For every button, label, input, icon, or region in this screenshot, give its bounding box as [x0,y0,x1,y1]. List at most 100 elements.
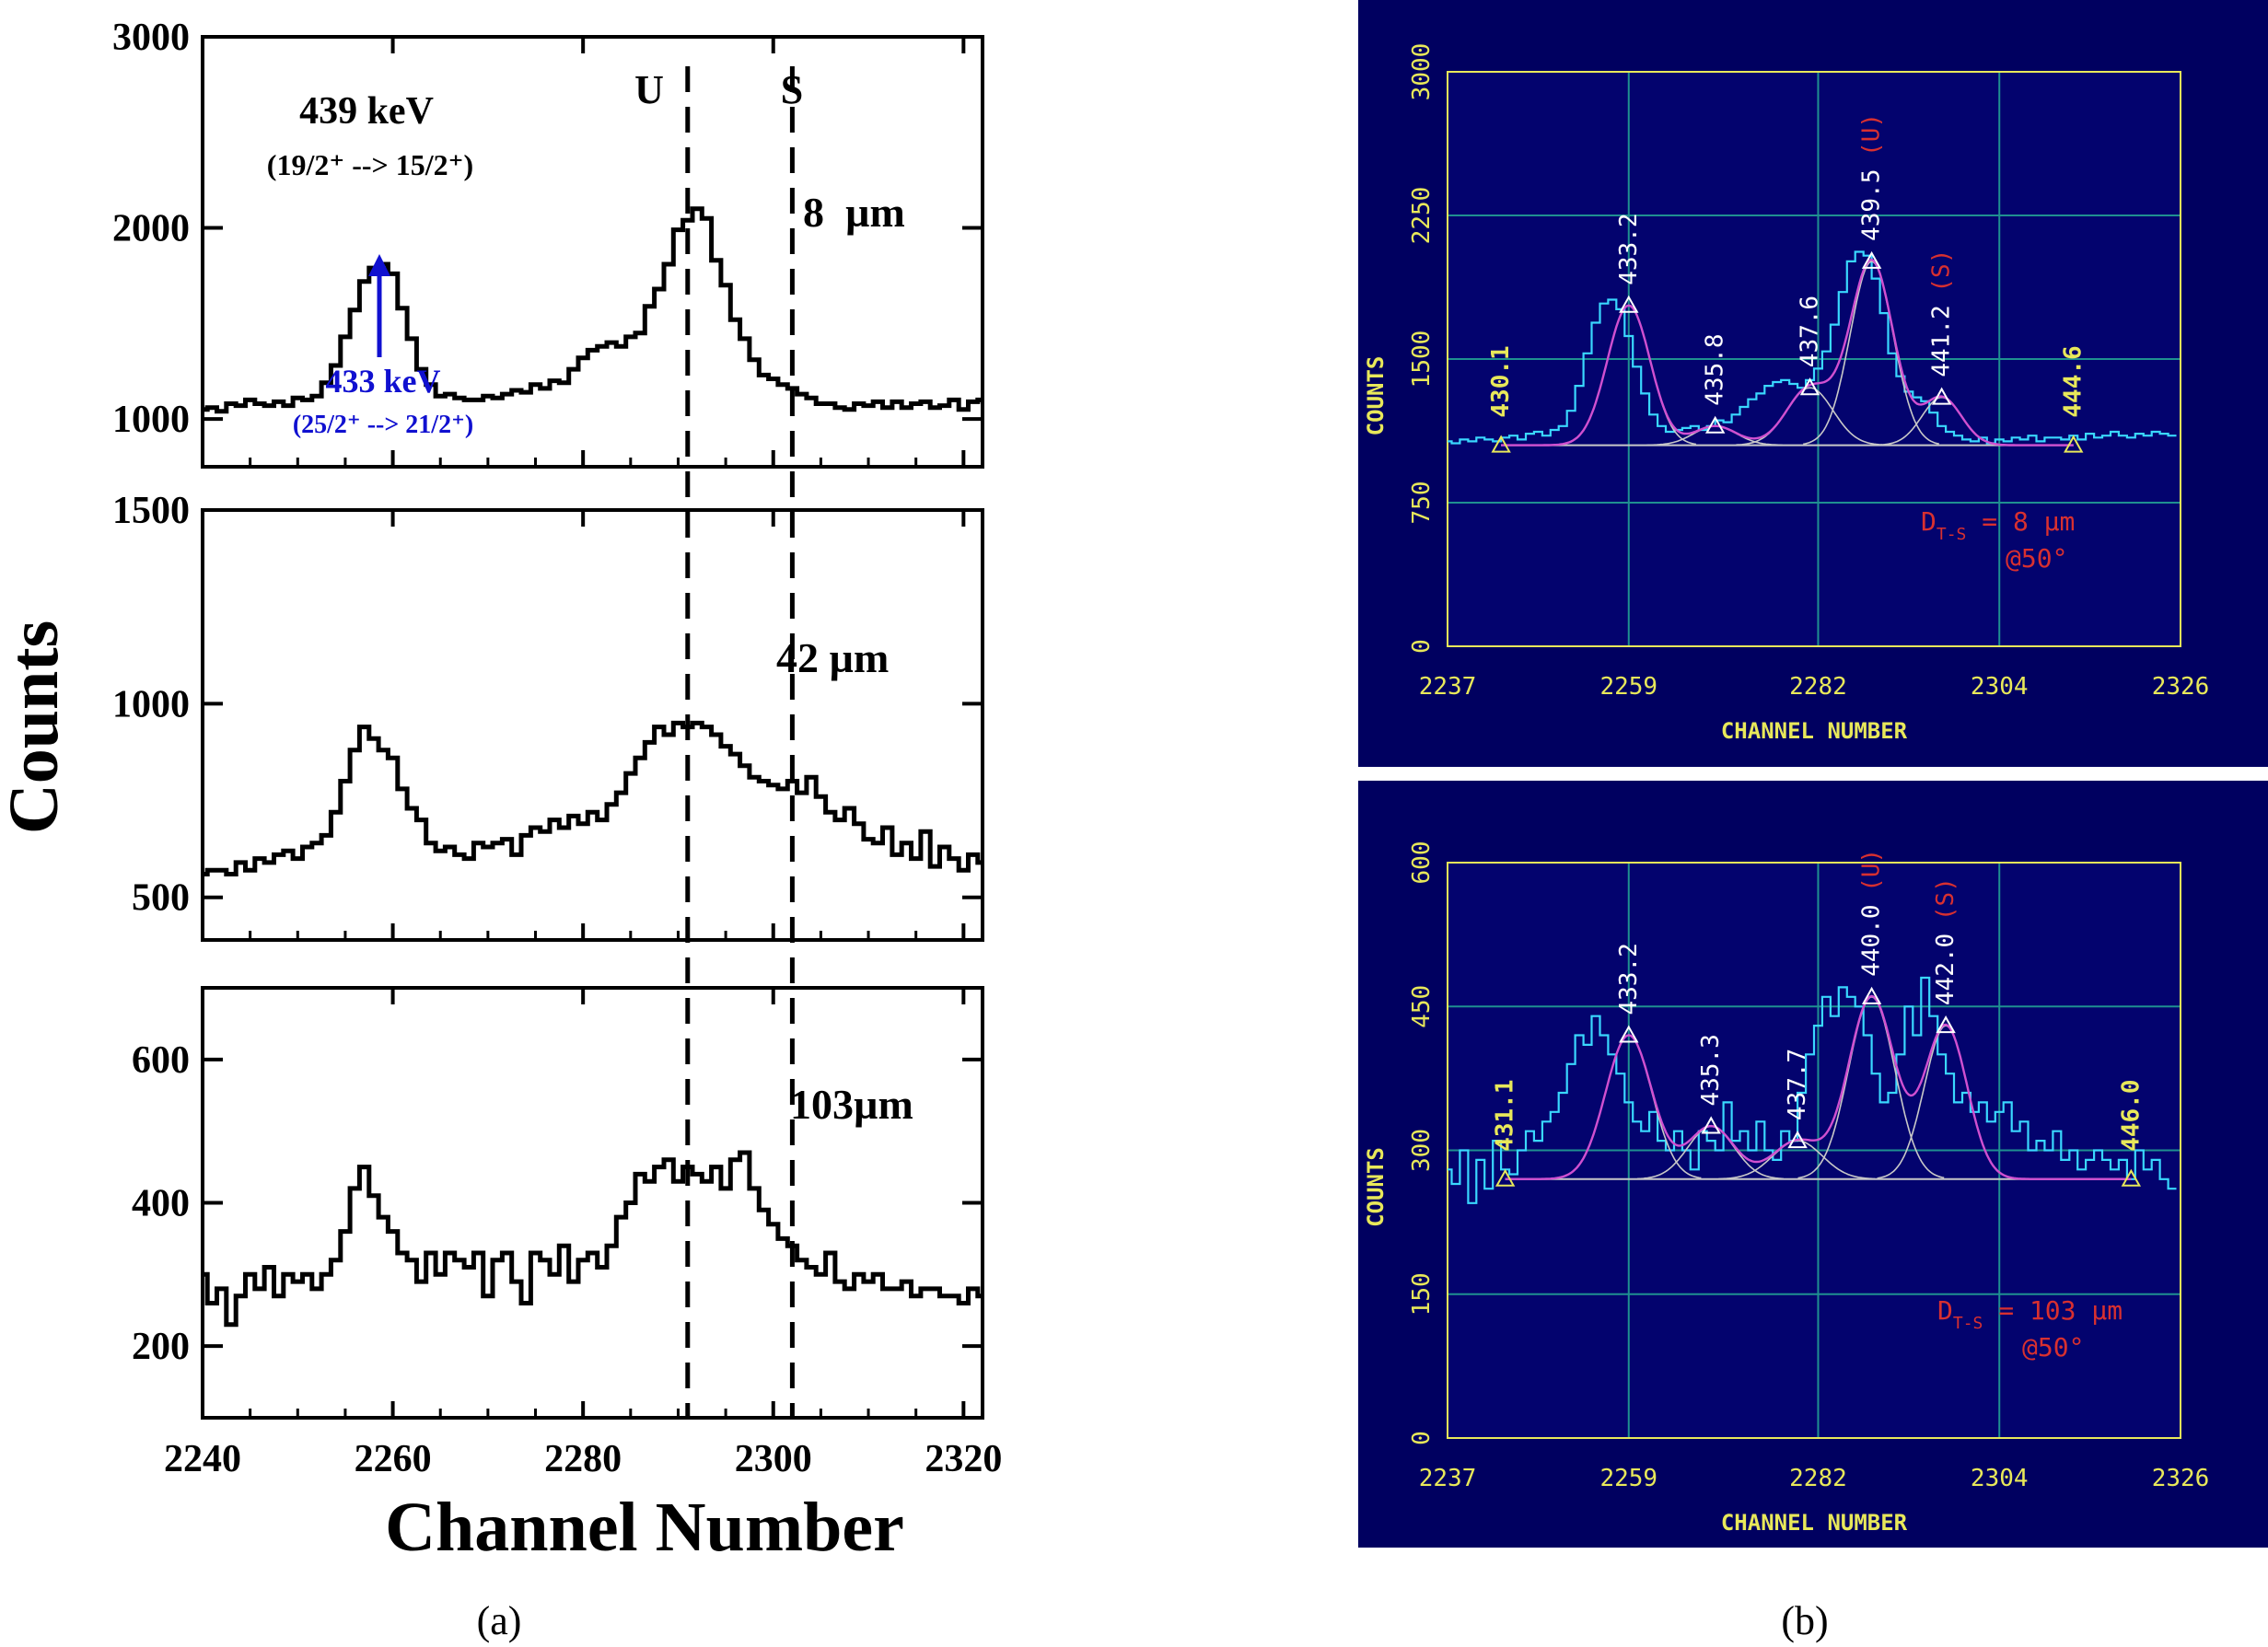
chart-b-xtick-label: 2326 [2152,1465,2210,1492]
peak-439-label: 439 keV [299,90,434,133]
chart-a-ytick-label: 1000 [112,683,190,725]
chart-b-peak-label: 441.2 [1928,305,1956,377]
chart-b-distance-value: = 103 µm [1983,1295,2123,1326]
chart-b-peak-marker [1861,986,1882,1004]
chart-a-frame-103um [201,986,984,1420]
chart-a-panel-label-103um: 103µm [790,1081,913,1128]
chart-a-spectra [204,206,981,1328]
chart-b-distance-subscript: T-S [1937,525,1967,544]
chart-b-limit-label: 446.0 [2117,1080,2145,1152]
chart-b-xtick-label: 2237 [1419,673,1477,701]
chart-b-xtick-label: 2259 [1599,1465,1657,1492]
chart-b-limit-label: 444.6 [2060,345,2088,417]
chart-a-ytick-label: 600 [132,1039,190,1082]
chart-b-peak-tag: (U) [1858,113,1886,157]
chart-b-xlabel: CHANNEL NUMBER [1721,718,1908,744]
chart-b-peak-label: 437.6 [1797,296,1824,367]
chart-a-ytick-label: 200 [132,1326,190,1368]
chart-b-xtick-label: 2282 [1789,673,1847,701]
chart-b-peak-label: 439.5 [1858,169,1886,241]
chart-b-peak-marker [1704,415,1726,434]
chart-b-frame [1447,71,2181,647]
marker-label-s: S [781,67,803,112]
chart-a-xtick-label: 2280 [544,1438,622,1480]
chart-a-panel-label-8um: 8 µm [803,189,905,236]
chart-b-ytick-label: 750 [1408,481,1436,525]
chart-b-distance-symbol: D [1937,1295,1953,1326]
chart-b-ytick-label: 300 [1408,1129,1436,1172]
chart-a-xtick-label: 2300 [735,1438,812,1480]
chart-b-peak-marker [1799,377,1820,396]
chart-b-ytick-label: 3000 [1408,43,1436,101]
peak-433-label: 433 keV [326,363,441,400]
chart-b-limit-label: 431.1 [1492,1080,1519,1152]
chart-b-peak-tag: (U) [1858,849,1886,892]
chart-b-ylabel: COUNTS [1363,1147,1389,1227]
chart-b-distance-annotation: DT-S = 8 µm [1921,506,2075,544]
chart-b-peak-label: 435.8 [1702,334,1729,406]
chart-b-fit-total [1505,994,2132,1180]
chart-b-distance-annotation: DT-S = 103 µm [1937,1295,2123,1333]
chart-a-ytick-label: 2000 [112,208,190,250]
chart-b-peak-tag: (S) [1932,877,1960,921]
chart-b-xtick-label: 2259 [1599,673,1657,701]
chart-a-ytick-label: 1000 [112,399,190,441]
chart-b-xlabel: CHANNEL NUMBER [1721,1510,1908,1536]
chart-b-peak-marker [1619,295,1639,313]
chart-a-ytick-label: 3000 [112,17,190,59]
chart-a-ytick-label: 500 [132,877,190,920]
chart-a-ylabel: Counts [0,621,73,834]
chart-a-xtick-label: 2240 [164,1438,241,1480]
chart-a-ytick-label: 400 [132,1183,190,1225]
chart-b-peak-label: 440.0 [1858,905,1886,977]
figure-label-b: (b) [1781,1598,1828,1643]
chart-b-fit-total [1501,258,2074,447]
chart-a-xtick-label: 2260 [355,1438,432,1480]
chart-b-peak-label: 435.3 [1697,1034,1725,1106]
chart-b-ytick-label: 600 [1408,841,1436,885]
chart-b-ytick-label: 0 [1408,1431,1436,1445]
chart-b-peak-label: 442.0 [1932,934,1960,1005]
figure-label-a: (a) [477,1598,522,1643]
chart-b-frame [1447,862,2181,1439]
chart-a-markers [685,66,795,1418]
chart-b-peak-marker [1619,1025,1639,1043]
chart-a-panel-label-42um: 42 µm [776,634,889,681]
chart-a-xtick-label: 2320 [925,1438,1002,1480]
chart-b-peak-marker [1787,1131,1808,1149]
chart-b-distance-symbol: D [1921,506,1937,537]
chart-b-peak-label: 433.2 [1615,943,1643,1015]
chart-b-ytick-label: 2250 [1408,187,1436,245]
peak-439-transition: (19/2⁺ --> 15/2⁺) [267,148,473,181]
chart-b-peak-marker [1931,387,1952,405]
chart-b-ytick-label: 0 [1408,639,1436,654]
chart-b-peak-tag: (S) [1928,249,1956,293]
chart-b-ytick-label: 1500 [1408,331,1436,389]
chart-b-ytick-label: 150 [1408,1272,1436,1316]
chart-b-angle-annotation: @50° [2006,543,2067,574]
chart-b-angle-annotation: @50° [2022,1332,2084,1363]
chart-b-limit-marker [2064,435,2084,453]
chart-b-limit-marker [1495,1168,1516,1187]
chart-b-ylabel: COUNTS [1363,356,1389,436]
chart-a-ticks: 1000 2000 3000 500 1000 1500 200 400 600 2240 2260… [112,17,1002,1480]
chart-a-frame-42um [201,508,984,942]
chart-b-limit-label: 430.1 [1487,345,1515,417]
peak-433-transition: (25/2⁺ --> 21/2⁺) [293,411,473,439]
chart-b-xtick-label: 2282 [1789,1465,1847,1492]
chart-a: 1000 2000 3000 500 1000 1500 200 400 600 2240 2260… [0,17,1002,1643]
chart-b-limit-marker [1491,435,1511,453]
chart-b-xtick-label: 2304 [1971,673,2029,701]
chart-b-peak-marker [1936,1015,1956,1034]
chart-a-spectrum-2 [204,1150,981,1328]
chart-b-distance-value: = 8 µm [1966,506,2075,537]
peak-433-arrowhead [368,254,390,276]
chart-b-xtick-label: 2237 [1419,1465,1477,1492]
marker-label-u: U [634,67,664,112]
chart-a-ytick-label: 1500 [112,490,190,532]
chart-b-peak-marker [1701,1116,1721,1134]
chart-b-limit-marker [2121,1168,2142,1187]
